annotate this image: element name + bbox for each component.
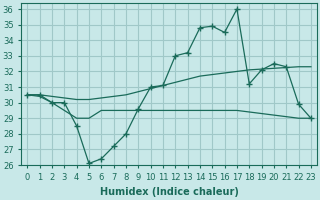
X-axis label: Humidex (Indice chaleur): Humidex (Indice chaleur) [100, 187, 238, 197]
